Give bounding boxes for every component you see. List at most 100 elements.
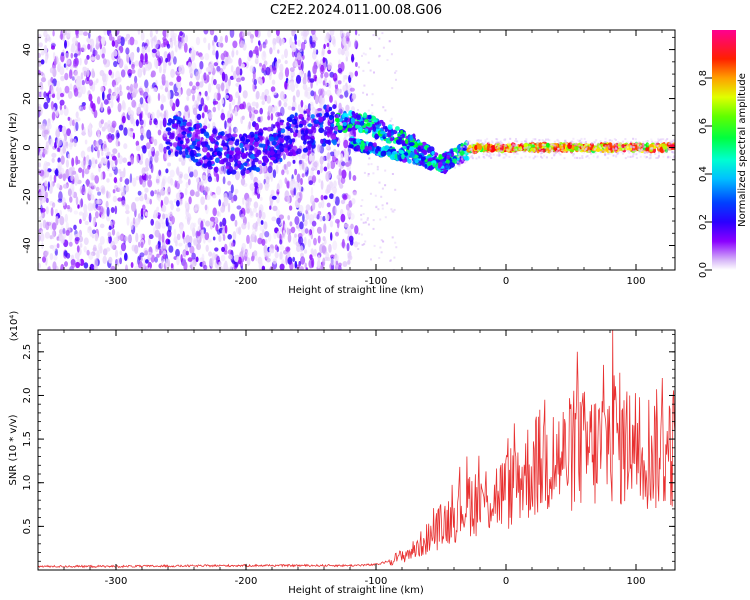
spectrogram-cell <box>144 193 148 201</box>
spectrogram-cell <box>56 243 60 249</box>
spectrogram-cell <box>54 169 59 175</box>
spectrogram-cell <box>97 149 100 159</box>
spectrogram-cell <box>350 117 356 124</box>
spectrogram-cell <box>38 234 41 242</box>
spectrogram-cell <box>262 229 265 235</box>
spectrogram-cell <box>176 75 182 83</box>
spectrogram-cell <box>326 202 331 208</box>
spectrogram-cell <box>240 136 246 142</box>
spectrogram-cell <box>241 115 245 121</box>
spectrogram-cell <box>630 145 633 148</box>
spectrogram-cell <box>298 204 304 214</box>
spectrogram-cell <box>298 123 303 128</box>
spectrogram-cell <box>220 98 225 105</box>
spectrogram-cell <box>144 265 147 270</box>
spectrogram-cell <box>366 122 371 127</box>
spectrogram-cell <box>46 221 52 226</box>
spectrogram-cell <box>112 50 118 57</box>
spectrogram-cell <box>380 195 383 198</box>
spectrogram-cell <box>88 93 93 102</box>
spectrogram-cell <box>136 154 139 165</box>
spectrogram-cell <box>549 146 552 149</box>
spectrogram-cell <box>664 139 667 142</box>
spectrogram-cell <box>121 115 126 124</box>
spectrogram-cell <box>180 125 185 130</box>
spectrogram-cell <box>77 204 80 209</box>
spectrogram-cell <box>614 146 617 149</box>
spectrogram-cell <box>91 157 96 165</box>
spectrogram-cell <box>380 150 387 157</box>
spectrogram-cell <box>58 191 63 202</box>
spectrogram-cell <box>314 36 318 41</box>
spectrogram-cell <box>224 94 229 99</box>
spectrogram-cell <box>286 169 289 175</box>
spectrogram-cell <box>527 147 530 150</box>
spectrogram-cell <box>42 219 47 229</box>
spectrogram-cell <box>303 249 308 254</box>
spectrogram-cell <box>212 100 219 105</box>
spectrogram-cell <box>361 54 363 57</box>
spectrogram-cell <box>635 156 638 159</box>
spectrogram-cell <box>251 101 257 107</box>
spectrogram-cell <box>95 54 101 61</box>
spectrogram-cell <box>150 190 155 197</box>
spectrogram-cell <box>283 163 287 170</box>
spectrogram-cell <box>135 232 139 243</box>
spectrogram-cell <box>382 46 385 49</box>
spectrogram-cell <box>178 64 182 74</box>
spectrogram-cell <box>260 258 263 266</box>
spectrogram-cell <box>468 152 471 155</box>
spectrogram-cell <box>235 170 240 181</box>
spectrogram-cell <box>638 148 641 151</box>
spectrogram-cell <box>330 160 336 170</box>
spectrogram-cell <box>40 230 44 237</box>
spectrogram-cell <box>487 151 490 154</box>
spectrogram-cell <box>212 207 217 217</box>
spectrogram-cell <box>651 140 654 143</box>
spectrogram-cell <box>96 199 102 205</box>
spectrogram-cell <box>598 145 601 148</box>
spectrogram-cell <box>163 146 167 154</box>
spectrogram-cell <box>195 161 202 167</box>
spectrogram-cell <box>270 156 276 161</box>
spectrogram-cell <box>155 79 158 86</box>
spectrogram-cell <box>355 124 359 129</box>
spectrogram-cell <box>261 100 265 106</box>
spectrogram-cell <box>119 90 123 96</box>
spectrogram-cell <box>323 166 328 172</box>
spectrogram-cell <box>153 39 159 50</box>
spectrogram-cell <box>612 147 615 150</box>
spectrogram-cell <box>51 45 55 50</box>
spectrogram-cell <box>261 211 266 220</box>
spectrogram-cell <box>248 166 254 170</box>
spectrogram-cell <box>199 60 204 70</box>
spectrogram-cell <box>647 143 650 146</box>
x-tick-label: 0 <box>503 276 509 287</box>
spectrogram-cell <box>279 70 284 78</box>
spectrogram-cell <box>128 72 132 78</box>
spectrogram-cell <box>101 157 106 164</box>
spectrogram-cell <box>642 145 645 148</box>
spectrogram-cell <box>84 139 88 145</box>
spectrogram-cell <box>127 39 131 45</box>
spectrogram-cell <box>572 154 575 157</box>
spectrogram-cell <box>582 151 585 154</box>
spectrogram-cell <box>354 70 358 77</box>
spectrogram-cell <box>108 33 113 41</box>
spectrogram-cell <box>310 186 314 196</box>
spectrogram-cell <box>563 151 566 153</box>
spectrogram-cell <box>114 39 119 49</box>
spectrogram-cell <box>404 138 409 144</box>
spectrogram-cell <box>195 256 199 263</box>
spectrogram-cell <box>191 140 197 146</box>
spectrogram-cell <box>374 139 377 142</box>
spectrogram-cell <box>335 260 339 265</box>
spectrogram-cell <box>99 161 103 168</box>
spectrogram-cell <box>129 83 134 93</box>
spectrogram-cell <box>514 140 517 143</box>
spectrogram-cell <box>596 155 599 158</box>
spectrogram-cell <box>209 190 213 197</box>
spectrogram-cell <box>129 115 134 123</box>
spectrogram-cell <box>543 154 546 157</box>
spectrogram-cell <box>379 246 382 249</box>
